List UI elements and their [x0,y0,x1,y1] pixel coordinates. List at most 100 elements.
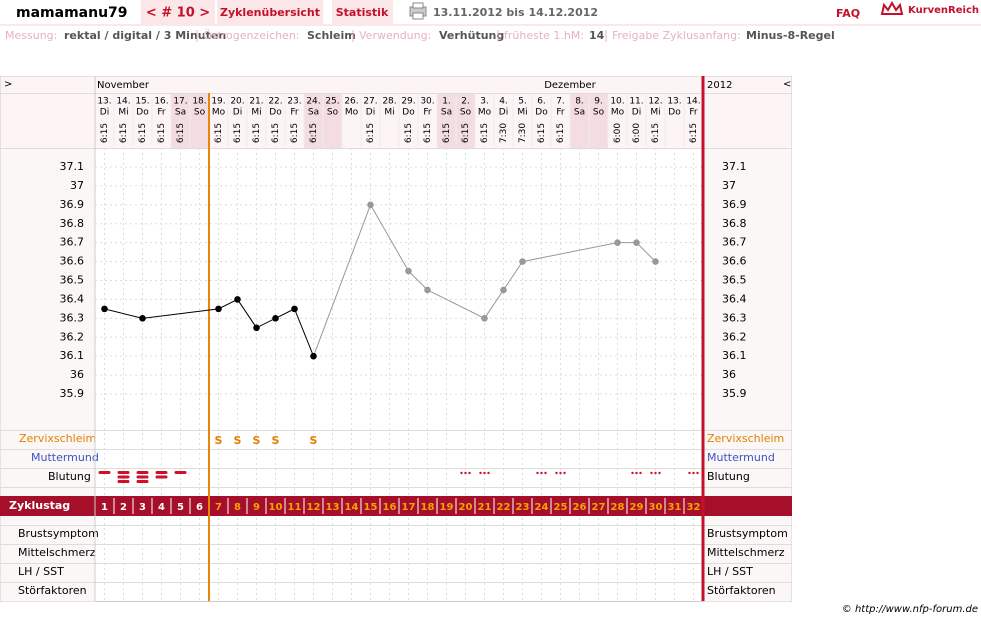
time: 7:30 [499,123,509,143]
weekday: Mi [384,108,394,118]
date: 2. [461,97,470,107]
weekday: Mo [478,108,492,118]
weekday: Fr [689,108,698,118]
y-tick-label: 36.4 [60,292,85,305]
cycle-day: 27 [592,502,606,513]
y-tick-label: 36 [70,368,84,381]
time: 6:00 [632,123,642,143]
weekday: Sa [175,108,186,118]
spotting [650,471,661,475]
weekend-shade [437,93,456,148]
cycle-nav[interactable]: < # 10 > [146,6,210,21]
tab-bg[interactable] [217,0,323,24]
temperature-point [481,315,488,322]
cycle-day: 15 [364,502,378,513]
weekday: Mi [650,108,660,118]
time: 6:15 [252,123,262,143]
weekend-shade [304,93,323,148]
brand-icon [880,0,904,15]
info-label: Östrogenzeichen: [203,29,300,42]
chart: 13.Di6:1514.Mi6:1515.Do6:1516.Fr6:1517.S… [0,76,792,601]
nav-left: > [4,79,12,90]
temperature-point [139,315,146,322]
cycle-day: 5 [177,502,184,513]
temperature-point [272,315,279,322]
cycle-day: 10 [269,502,283,513]
date: 14. [116,97,130,107]
time: 6:15 [309,123,319,143]
row-label: Muttermund [31,451,99,464]
weekday: Di [366,108,375,118]
spot [487,471,490,475]
row-label: LH / SST [18,565,64,578]
weekday: Di [233,108,242,118]
time: 6:15 [537,123,547,143]
date: 9. [594,97,603,107]
y-tick-label: 36.7 [60,236,85,249]
weekend-shade [323,93,342,148]
row-label: Mittelschmerz [18,546,96,559]
weekday: Di [499,108,508,118]
weekday: Fr [290,108,299,118]
cycle-day: 2 [120,502,127,513]
spot [696,471,699,475]
spotting [479,471,490,475]
temperature-point [291,305,298,313]
bleeding-dash [136,475,149,479]
row-label-right: Mittelschmerz [707,546,785,559]
date: 27. [363,97,377,107]
weekday: So [460,108,472,118]
info-value: Schleim [307,29,356,42]
bleeding [117,471,130,483]
date: 8. [575,97,584,107]
date: 5. [518,97,527,107]
nav-tab[interactable] [141,0,215,24]
date: 24. [306,97,320,107]
y-tick-label-right: 36.4 [722,292,747,305]
time: 6:00 [613,123,623,143]
row-label-right: Brustsymptom [707,527,788,540]
y-tick-label: 36.5 [60,274,85,287]
faq-link[interactable]: FAQ [836,7,860,20]
time: 6:15 [290,123,300,143]
temperature-point [367,201,374,209]
spot [654,471,657,475]
spot [460,471,463,475]
date: 1. [442,97,451,107]
brand[interactable]: KurvenReich [908,5,979,16]
row-label-right: Störfaktoren [707,584,776,597]
info-value: Minus-8-Regel [746,29,835,42]
y-tick-label-right: 36.5 [722,274,747,287]
date: 23. [287,97,301,107]
weekday: Mo [611,108,625,118]
temperature-point [253,324,260,332]
temperature-point [234,296,241,303]
spot [555,471,558,475]
tab[interactable]: Statistik [336,6,389,19]
date: 16. [154,97,168,107]
weekday: Di [632,108,641,118]
row-label-right: Zervixschleim [707,432,784,445]
cycle-day: 16 [383,502,397,513]
date: 14. [686,97,700,107]
weekend-shade [570,93,589,148]
weekday: Sa [574,108,585,118]
weekday: Do [402,108,415,118]
temperature-line [104,298,314,357]
date: 11. [629,97,643,107]
date: 19. [211,97,225,107]
date: 21. [249,97,263,107]
cycle-day: 28 [611,502,625,513]
cycle-day: 4 [158,502,165,513]
spot [635,471,638,475]
spot [483,471,486,475]
print-icon[interactable] [409,2,427,20]
weekday: Do [535,108,548,118]
tab[interactable]: Zyklenübersicht [220,6,320,19]
bleeding-dash [155,475,168,479]
y-tick-label: 37 [70,179,84,192]
mucus-mark: S [310,434,318,447]
time: 6:15 [176,123,186,143]
row-label-right: LH / SST [707,565,753,578]
tab-bg[interactable] [332,0,393,24]
